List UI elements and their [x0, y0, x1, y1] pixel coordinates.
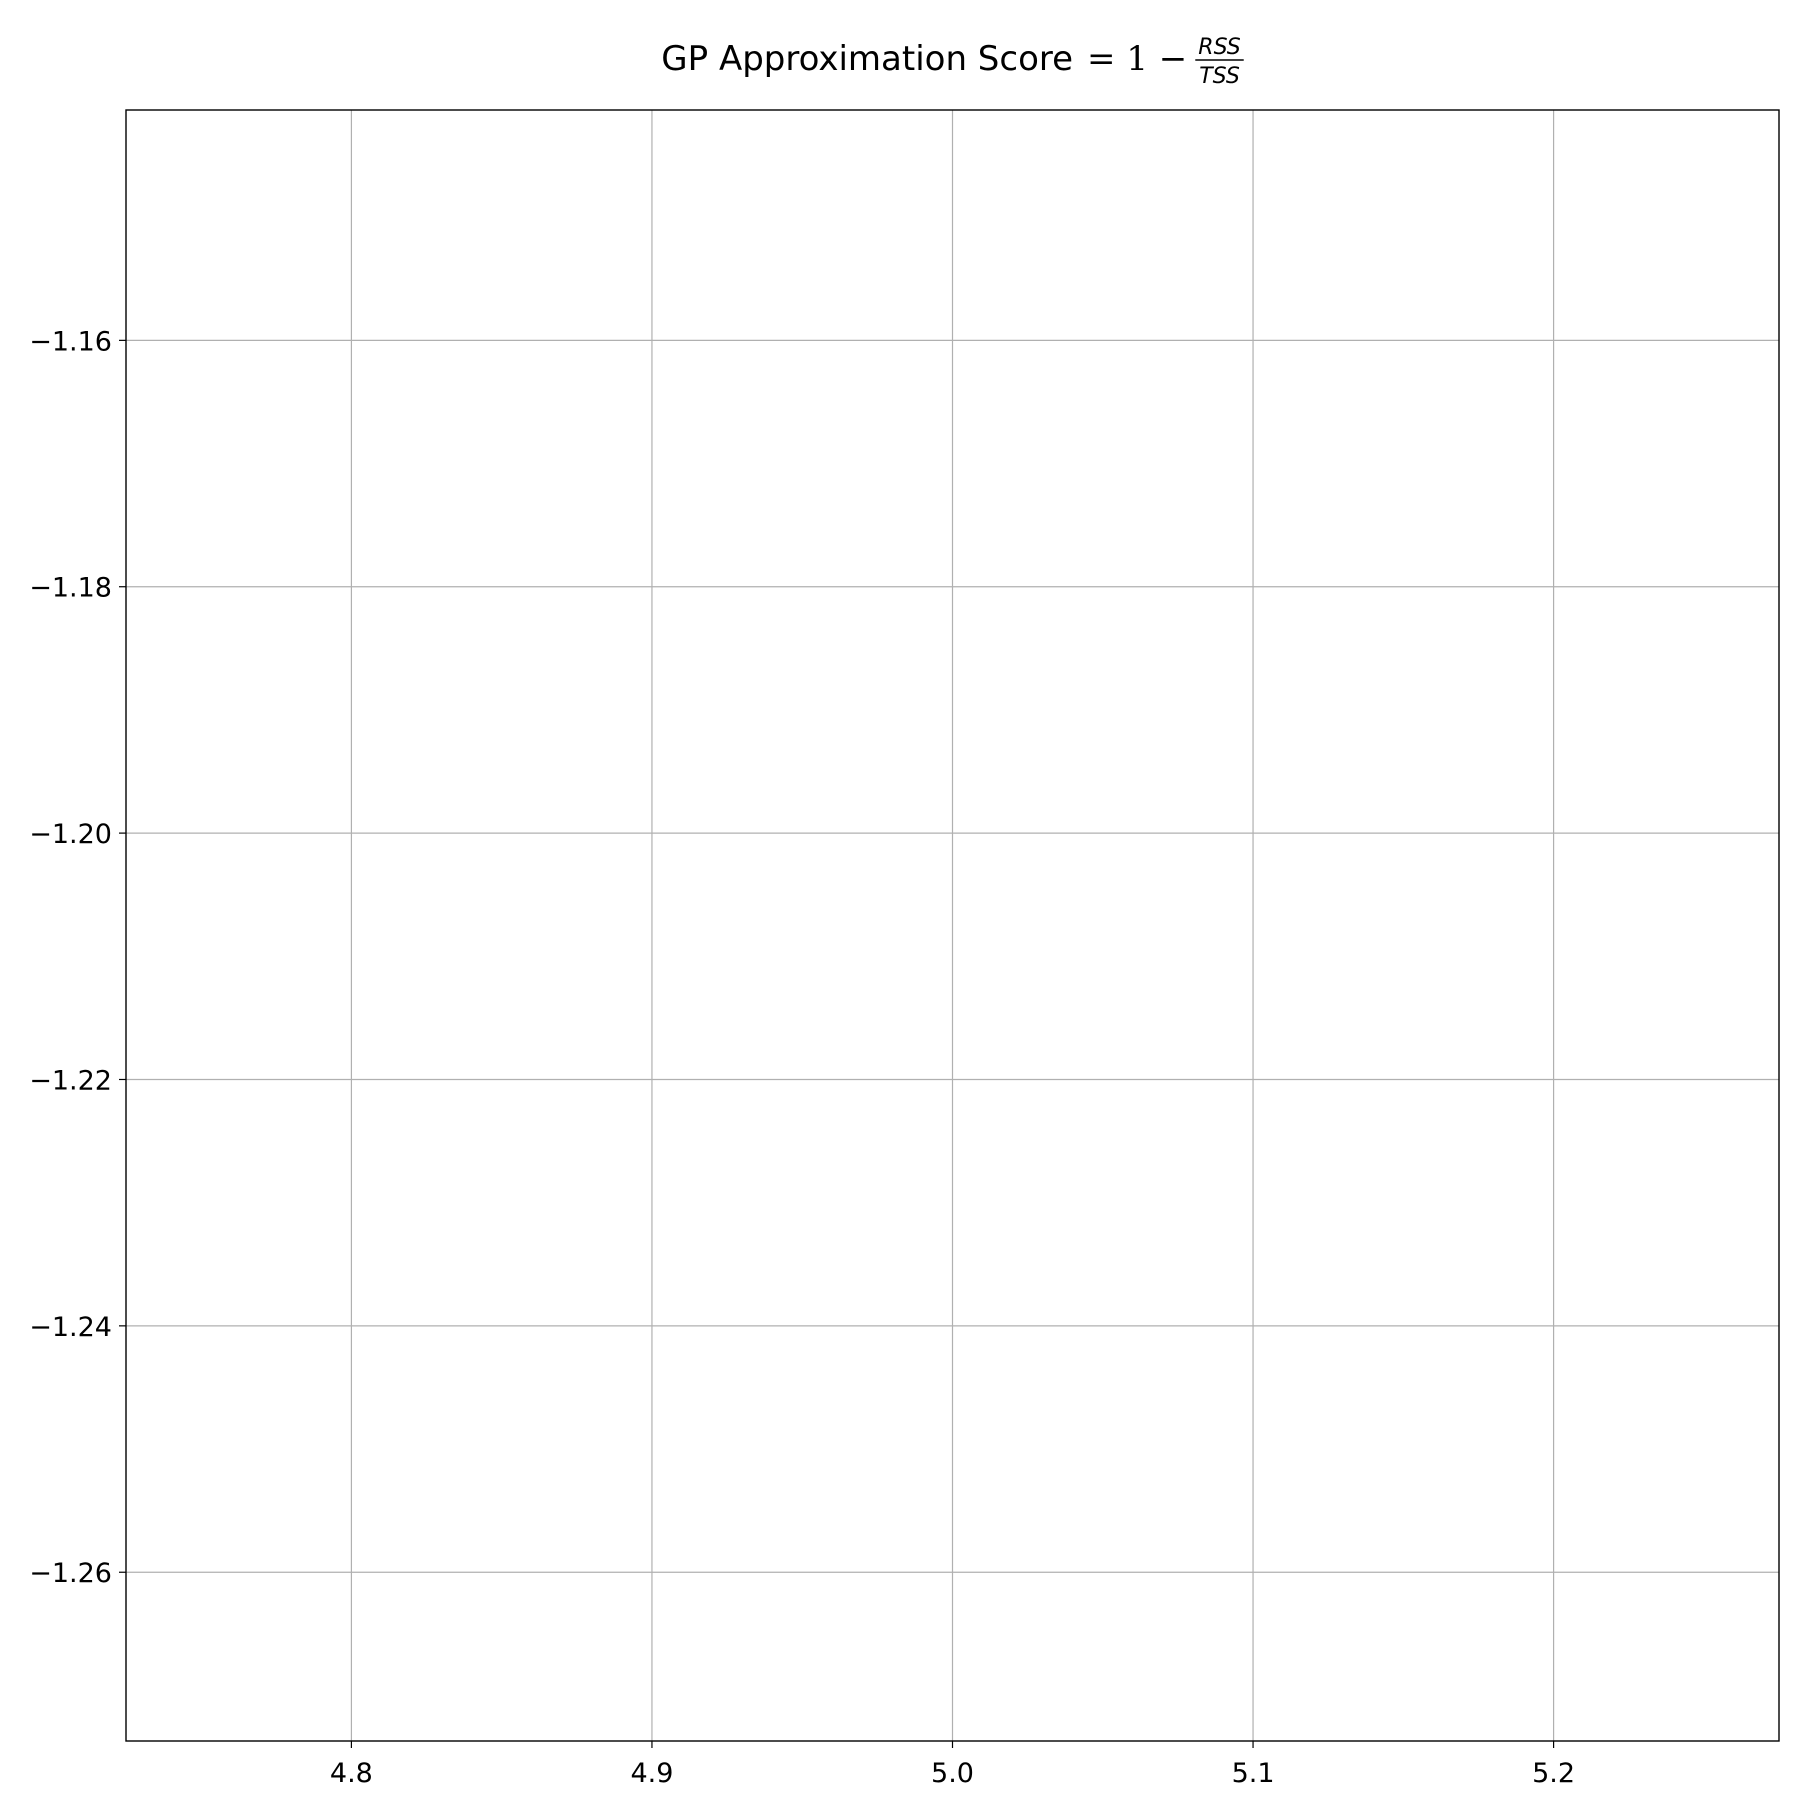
y-tick-label: −1.24	[29, 1312, 112, 1343]
y-tick-label: −1.18	[29, 573, 112, 604]
y-tick-label: −1.26	[29, 1558, 112, 1589]
y-tick-label: −1.16	[29, 326, 112, 357]
y-tick-label: −1.20	[29, 819, 112, 850]
y-tick-label: −1.22	[29, 1065, 112, 1096]
ticks: 4.8 4.9 5.0 5.1 5.2 −1.16 −1.18 −1.20 −1.22 −1.24…	[29, 326, 1575, 1789]
title-math: = 1 −	[1087, 39, 1187, 79]
title-prefix: GP Approximation Score	[661, 39, 1073, 79]
grid	[126, 110, 1779, 1741]
x-tick-label: 5.1	[1232, 1758, 1275, 1789]
title-fraction-denominator: TSS	[1199, 64, 1240, 89]
title-fraction-numerator: RSS	[1198, 35, 1240, 60]
x-tick-label: 5.2	[1532, 1758, 1575, 1789]
plot-area	[125, 109, 1780, 1742]
x-tick-label: 5.0	[931, 1758, 974, 1789]
x-tick-label: 4.9	[630, 1758, 673, 1789]
x-tick-label: 4.8	[330, 1758, 373, 1789]
chart-title: GP Approximation Score = 1 − RSS TSS	[661, 35, 1244, 89]
